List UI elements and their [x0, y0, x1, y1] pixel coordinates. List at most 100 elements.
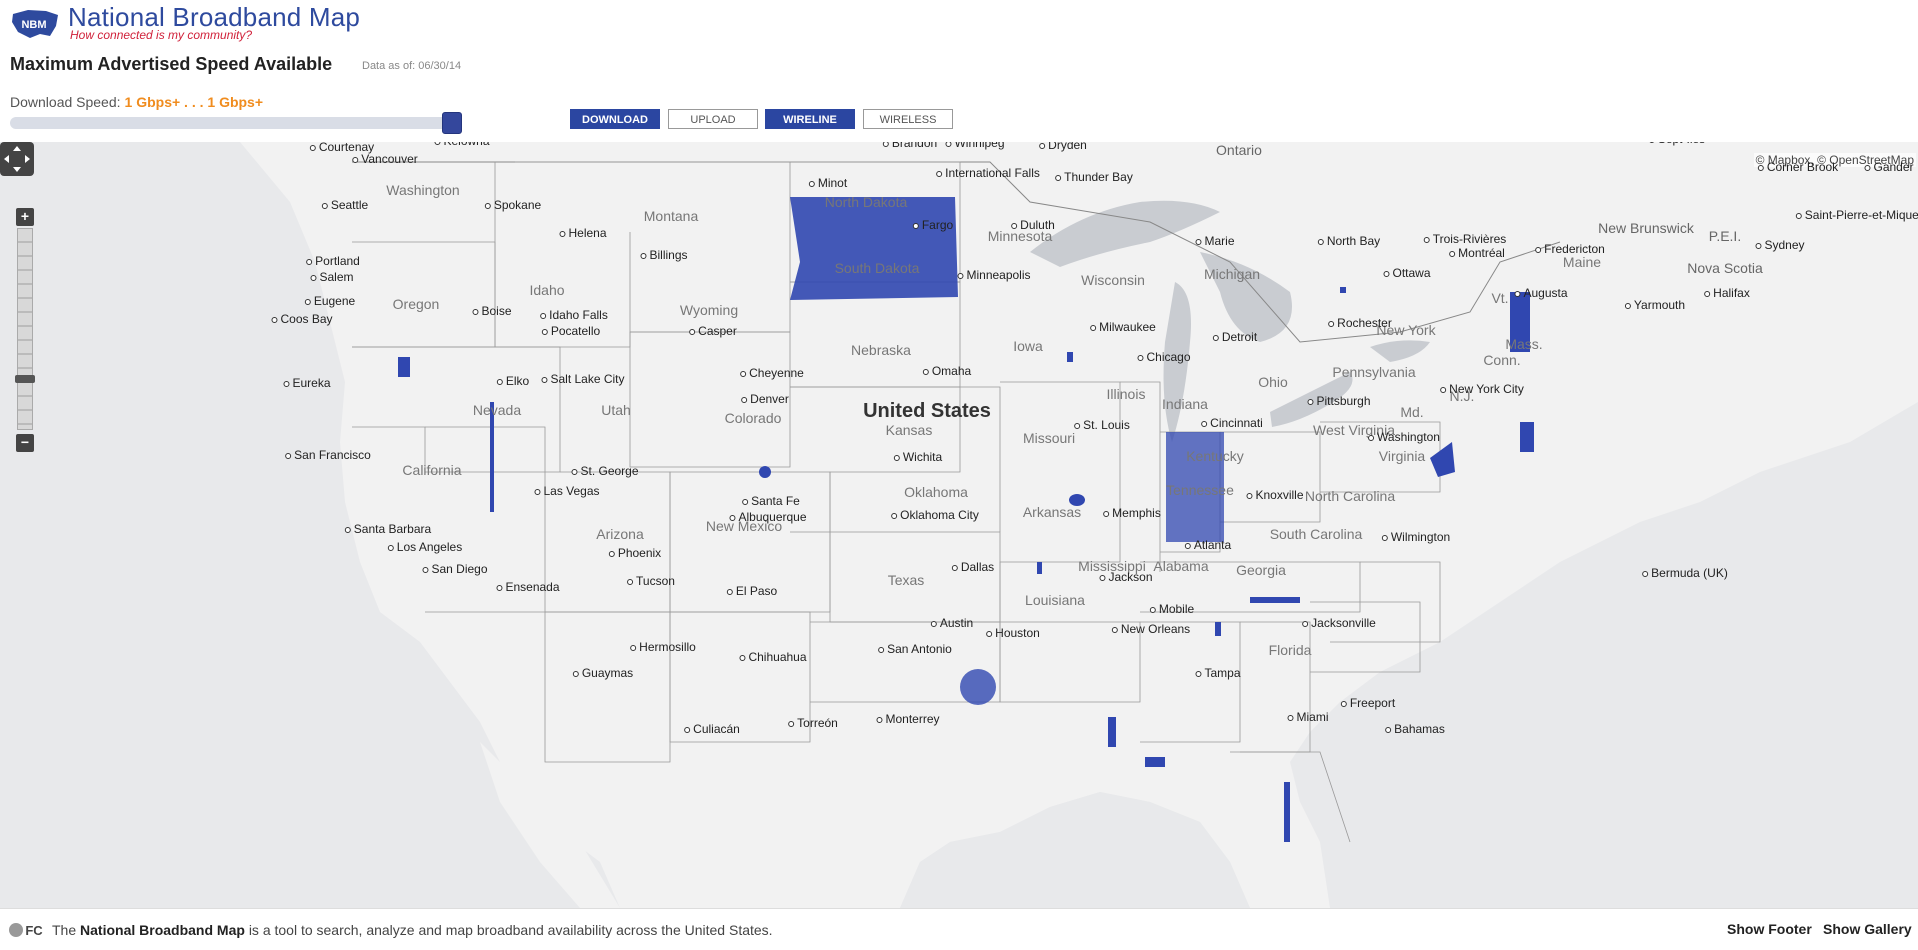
map-canvas[interactable]: © Mapbox, © OpenStreetMap + − United Sta…	[0, 142, 1918, 908]
city-label-82: Bahamas	[1385, 722, 1445, 736]
zoom-in-button[interactable]: +	[16, 208, 34, 226]
region-label-4: P.E.I.	[1708, 228, 1742, 244]
city-label-17: Portland	[306, 254, 360, 268]
speed-slider-track[interactable]	[10, 117, 460, 129]
city-label-30: Ottawa	[1383, 266, 1430, 280]
region-label-3: Nova Scotia	[1687, 260, 1763, 276]
state-label-23: Tennessee	[1166, 482, 1234, 498]
city-label-57: Knoxville	[1246, 488, 1303, 502]
city-label-23: Pocatello	[542, 324, 600, 338]
nbm-logo[interactable]: NBM	[10, 6, 62, 42]
state-label-37: South Carolina	[1269, 526, 1363, 542]
city-label-18: Salem	[310, 270, 353, 284]
city-label-51: St. George	[571, 464, 638, 478]
footer-text-pre: The	[52, 922, 77, 938]
state-label-24: Kentucky	[1186, 448, 1244, 464]
city-label-43: Cheyenne	[740, 366, 804, 380]
state-label-30: Minnesota	[987, 228, 1053, 244]
site-title[interactable]: National Broadband Map	[68, 2, 361, 32]
show-gallery-link[interactable]: Show Gallery	[1823, 921, 1912, 937]
city-label-35: Sydney	[1755, 238, 1804, 252]
state-label-5: South Dakota	[834, 260, 920, 276]
city-label-9: Spokane	[485, 198, 541, 212]
state-borders	[352, 161, 1441, 843]
city-label-50: San Francisco	[285, 448, 371, 462]
city-label-14: Duluth	[1011, 218, 1055, 232]
city-label-13: Thunder Bay	[1055, 170, 1133, 184]
state-label-36: North Carolina	[1304, 488, 1396, 504]
city-label-1: Kelowna	[434, 142, 489, 148]
wireless-button[interactable]: WIRELESS	[863, 109, 953, 129]
city-label-8: Seattle	[322, 198, 368, 212]
city-label-32: Trois-Rivières	[1424, 232, 1507, 246]
basemap	[240, 142, 1918, 908]
region-label-0: Ontario	[1216, 142, 1262, 158]
city-label-63: San Diego	[422, 562, 487, 576]
state-label-15: Texas	[887, 572, 925, 588]
download-speed-label: Download Speed: 1 Gbps+ . . . 1 Gbps+	[10, 94, 263, 110]
city-label-88: Sept-Îles	[1649, 142, 1705, 146]
zoom-out-button[interactable]: −	[16, 434, 34, 452]
city-label-7: Vancouver	[352, 152, 417, 166]
download-button[interactable]: DOWNLOAD	[570, 109, 660, 129]
state-label-6: Nebraska	[851, 342, 911, 358]
city-label-59: Atlanta	[1185, 538, 1231, 552]
city-label-40: Eureka	[283, 376, 330, 390]
state-label-41: Mass.	[1505, 336, 1543, 352]
city-label-39: New York City	[1440, 382, 1524, 396]
state-label-26: Indiana	[1162, 396, 1208, 412]
city-label-72: Houston	[986, 626, 1040, 640]
state-label-28: Wisconsin	[1081, 272, 1145, 288]
city-label-41: Elko	[497, 374, 529, 388]
zoom-bar: + −	[15, 208, 35, 452]
state-label-21: Alabama	[1153, 558, 1209, 574]
city-label-56: Oklahoma City	[891, 508, 979, 522]
zoom-track[interactable]	[17, 228, 33, 430]
city-label-52: Wichita	[894, 450, 942, 464]
lake-huron	[1200, 252, 1292, 342]
city-label-6: Dryden	[1039, 142, 1087, 152]
lake-ontario	[1370, 340, 1430, 362]
city-label-24: Casper	[689, 324, 737, 338]
city-label-75: San Antonio	[878, 642, 952, 656]
speed-slider-handle[interactable]	[442, 112, 462, 134]
city-label-68: Jackson	[1099, 570, 1152, 584]
city-label-47: Washington	[1368, 430, 1440, 444]
city-label-70: Wilmington	[1382, 530, 1450, 544]
city-label-74: Jacksonville	[1302, 616, 1376, 630]
page-title: Maximum Advertised Speed Available	[10, 54, 333, 74]
state-label-2: Oregon	[392, 296, 440, 312]
city-label-61: Los Angeles	[388, 540, 462, 554]
footer-text-post: is a tool to search, analyze and map bro…	[248, 922, 773, 938]
fcc-logo[interactable]: FC	[8, 921, 48, 939]
upload-button[interactable]: UPLOAD	[668, 109, 758, 129]
state-label-35: Virginia	[1378, 448, 1426, 464]
state-label-0: Washington	[386, 182, 460, 198]
city-label-0: Courtenay	[310, 142, 374, 154]
city-label-21: Boise	[472, 304, 511, 318]
footer-description: The National Broadband Map is a tool to …	[52, 922, 773, 938]
city-label-73: New Orleans	[1112, 622, 1190, 636]
speed-value: 1 Gbps+ . . . 1 Gbps+	[124, 94, 264, 110]
wireline-button[interactable]: WIRELINE	[765, 109, 855, 129]
city-label-66: El Paso	[727, 584, 777, 598]
pan-control[interactable]	[0, 142, 34, 176]
city-label-33: Fredericton	[1535, 242, 1605, 256]
gulf-of-mexico	[900, 792, 1250, 908]
city-label-36: Halifax	[1704, 286, 1750, 300]
baja-peninsula	[480, 742, 620, 908]
north-america-land	[240, 142, 1918, 908]
state-label-14: Oklahoma	[904, 484, 968, 500]
state-label-32: Pennsylvania	[1332, 364, 1416, 380]
city-label-11: Billings	[640, 248, 687, 262]
show-footer-link[interactable]: Show Footer	[1727, 921, 1812, 937]
city-label-37: Yarmouth	[1625, 298, 1685, 312]
state-label-27: Ohio	[1258, 374, 1288, 390]
zoom-handle[interactable]	[15, 375, 35, 383]
city-label-20: Coos Bay	[271, 312, 332, 326]
svg-text:FC: FC	[25, 923, 43, 938]
footer-text-bold: National Broadband Map	[80, 922, 245, 938]
city-label-77: Chihuahua	[739, 650, 806, 664]
city-label-25: Minneapolis	[957, 268, 1030, 282]
footer: FC The National Broadband Map is a tool …	[0, 908, 1918, 950]
